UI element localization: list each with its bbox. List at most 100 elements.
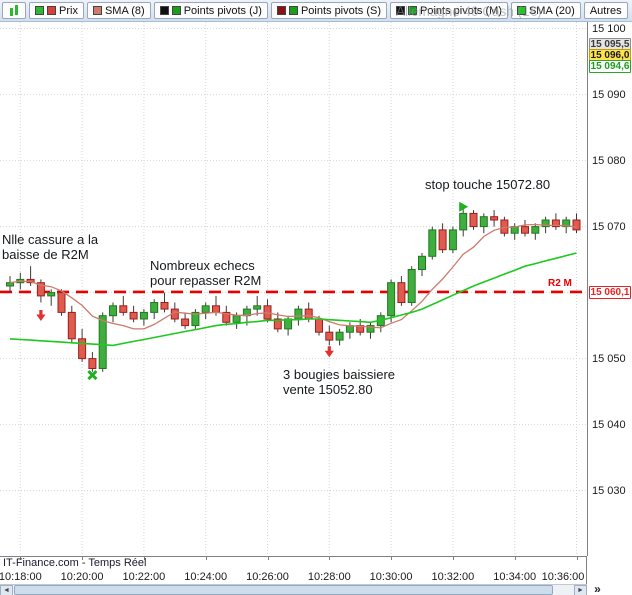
time-tick-mark [514,557,516,560]
toolbar-item-label: Points pivots (M) [420,4,502,17]
toolbar-item-autres[interactable]: Autres [583,2,628,19]
toolbar-item-prix[interactable]: Prix [29,2,84,19]
price-chart[interactable]: Nlle cassure a la baisse de R2M Nombreux e… [0,22,588,556]
time-tick-label: 10:34:00 [493,571,537,583]
time-tick-mark [143,557,145,560]
candle [160,302,169,310]
candle [469,212,478,228]
credit-text: IT-Finance.com - Temps Réel [3,557,147,569]
candle [387,282,396,317]
time-tick-mark [576,557,578,560]
candle [397,282,406,304]
toolbar-item-points-pivots-s[interactable]: Points pivots (S) [270,2,388,19]
expand-right-button[interactable]: » [589,582,606,595]
time-tick-label: 10:28:00 [307,571,351,583]
candles-canvas [0,22,587,556]
candle [438,229,447,251]
price-tick-label: 15 040 [592,418,626,431]
candle [479,216,488,228]
legend-swatch-icon [408,6,418,15]
overlay-sma-8 [9,223,577,330]
candle [572,219,581,231]
candle [541,219,550,228]
legend-swatch-icon [276,6,286,15]
candle [212,305,220,313]
toolbar-item-label: Prix [59,4,78,17]
scrollbar-track[interactable] [13,585,574,595]
candle [294,308,303,320]
toolbar-item-sma-20[interactable]: SMA (20) [510,2,581,19]
price-tick-label: 15 050 [592,352,626,365]
candle [57,292,66,313]
candle [551,219,560,228]
price-tick-label: 15 070 [592,220,626,233]
x-marker-icon [87,370,98,381]
time-tick-label: 10:36:00 [541,571,585,583]
toolbar-item-label: Points pivots (J) [183,4,262,17]
toolbar-item-label: Points pivots (S) [300,4,382,17]
candle [500,219,509,234]
legend-swatch-icon [47,6,56,15]
time-tick-label: 10:24:00 [184,571,228,583]
price-label-box: 15 094,6 [589,60,631,73]
time-tick-label: 10:30:00 [369,571,413,583]
candle [139,311,148,320]
candle [253,305,262,310]
time-axis[interactable]: 10:18:00 10:20:00 10:22:00 10:24:00 10:26:00… [0,556,587,584]
overlay-sma-20 [9,252,577,347]
legend-swatch-icon [159,6,169,15]
price-axis[interactable]: 15 100 15 090 15 080 15 070 15 050 15 040 15 0… [588,22,632,556]
candle [325,331,334,341]
candle [418,255,426,271]
time-tick-label: 10:20:00 [60,571,104,583]
candle [36,282,45,297]
candle [109,305,117,317]
candle [78,338,87,360]
time-tick-label: 10:32:00 [431,571,475,583]
toolbar-item-points-pivots-m[interactable]: Points pivots (M) [390,2,508,19]
toolbar-item-label: Autres [589,4,622,17]
candle [366,325,375,333]
legend-swatch-icon [516,6,526,15]
time-tick-mark [329,557,331,560]
price-tick-label: 15 080 [592,154,626,167]
candle [222,311,231,323]
toolbar: Prix SMA (8) Points pivots (J) Points pivot… [0,0,632,22]
legend-swatch-icon [288,6,298,15]
candlestick-chart-icon [8,4,20,17]
candle [459,212,468,231]
candle [521,226,529,234]
time-tick-mark [391,557,393,560]
time-tick-mark [205,557,207,560]
candle [67,311,76,340]
time-tick-mark [452,557,454,560]
indicator-legend: Prix SMA (8) Points pivots (J) Points pivot… [29,2,628,19]
legend-swatch-icon [171,6,181,15]
candle [304,308,313,320]
legend-swatch-icon [35,6,44,15]
candle [201,305,210,313]
price-tick-label: 15 090 [592,88,626,101]
toolbar-item-sma-8[interactable]: SMA (8) [86,2,151,19]
time-tick-mark [82,557,84,560]
time-tick-label: 10:18:00 [0,571,42,583]
price-label-box: 15 060,1 [589,285,631,299]
candle [191,311,200,327]
toolbar-item-points-pivots-j[interactable]: Points pivots (J) [153,2,268,19]
scroll-left-button[interactable]: ◄ [0,585,13,595]
horizontal-scrollbar[interactable]: ◄ ► [0,584,587,595]
scroll-right-button[interactable]: ► [574,585,587,595]
candle [531,226,540,234]
candle [448,229,457,251]
candle [129,311,138,320]
chart-style-button[interactable] [2,2,26,19]
candle [428,229,437,257]
candle [6,282,14,287]
candle [47,292,56,297]
time-tick-mark [20,557,22,560]
candle [181,318,190,327]
scrollbar-thumb[interactable] [14,585,553,595]
price-tick-label: 15 030 [592,484,626,497]
candle [490,216,499,221]
time-tick-mark [267,557,269,560]
